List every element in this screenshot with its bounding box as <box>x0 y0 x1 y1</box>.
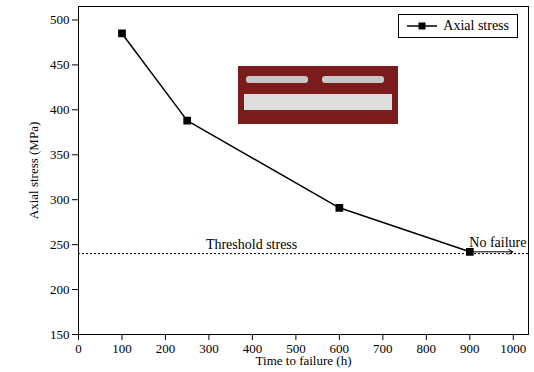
svg-text:Axial stress (MPa): Axial stress (MPa) <box>26 122 41 220</box>
svg-text:1000: 1000 <box>500 341 526 356</box>
svg-text:800: 800 <box>417 341 437 356</box>
svg-text:250: 250 <box>50 237 70 252</box>
svg-text:300: 300 <box>199 341 219 356</box>
svg-text:500: 500 <box>286 340 306 356</box>
svg-text:500: 500 <box>50 12 70 27</box>
svg-text:No failure: No failure <box>469 235 526 250</box>
svg-text:450: 450 <box>50 57 70 72</box>
svg-text:200: 200 <box>156 341 176 356</box>
svg-text:Time to failure (h): Time to failure (h) <box>256 353 352 368</box>
svg-text:Threshold stress: Threshold stress <box>206 237 297 252</box>
svg-text:400: 400 <box>242 340 263 356</box>
svg-text:100: 100 <box>112 341 132 356</box>
svg-text:150: 150 <box>50 327 70 342</box>
svg-text:900: 900 <box>460 341 480 356</box>
svg-text:200: 200 <box>50 282 70 297</box>
svg-text:350: 350 <box>50 147 70 162</box>
svg-text:300: 300 <box>50 192 70 207</box>
html-text:Axial stress: Axial stress <box>443 18 509 33</box>
svg-text:700: 700 <box>373 341 393 356</box>
svg-text:400: 400 <box>50 102 70 117</box>
svg-text:600: 600 <box>329 340 350 356</box>
svg-text:0: 0 <box>75 341 82 356</box>
